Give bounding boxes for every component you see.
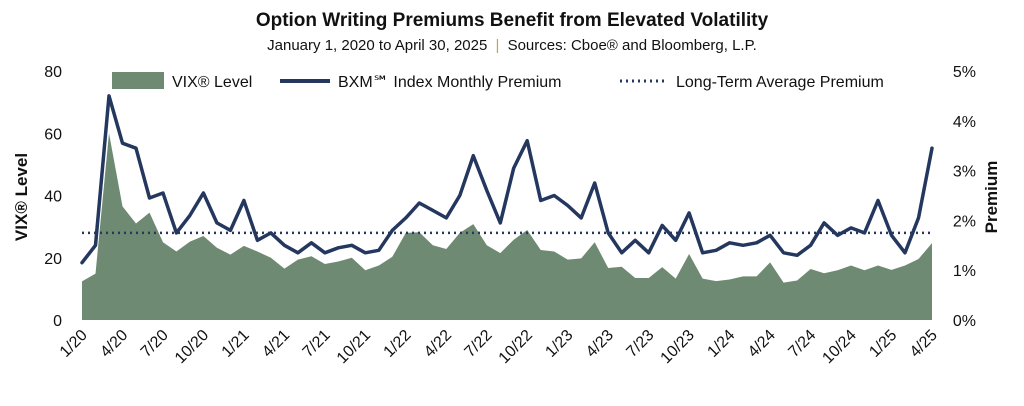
x-tick-label: 7/21	[300, 327, 334, 361]
x-tick-label: 4/23	[583, 327, 617, 361]
chart-title: Option Writing Premiums Benefit from Ele…	[256, 10, 769, 31]
left-tick-label: 60	[44, 126, 62, 143]
left-tick-label: 40	[44, 189, 62, 206]
right-tick-label: 0%	[953, 313, 976, 330]
x-axis-ticks: 1/20 4/20 7/20 10/20 1/21 4/21 7/21 10/21 1/22 4/…	[57, 327, 941, 367]
x-tick-label: 10/21	[334, 327, 374, 367]
x-tick-label: 1/25	[866, 327, 900, 361]
x-tick-label: 4/24	[745, 327, 779, 361]
bxm-premium-line	[80, 94, 934, 265]
left-axis-title: VIX® Level	[12, 153, 31, 241]
right-axis-ticks: 0% 1% 2% 3% 4% 5%	[953, 64, 976, 330]
right-tick-label: 5%	[953, 64, 976, 81]
right-tick-label: 1%	[953, 263, 976, 280]
legend: VIX® Level BXM℠ Index Monthly Premium Lo…	[112, 72, 884, 91]
x-tick-label: 4/21	[259, 327, 293, 361]
legend-swatch-vix	[112, 72, 164, 89]
subtitle-period: January 1, 2020 to April 30, 2025	[267, 37, 487, 54]
x-tick-label: 10/20	[172, 327, 212, 367]
x-tick-label: 10/24	[819, 327, 859, 367]
x-tick-label: 1/21	[219, 327, 253, 361]
x-tick-label: 7/24	[785, 327, 819, 361]
x-tick-label: 10/23	[658, 327, 698, 367]
left-tick-label: 20	[44, 251, 62, 268]
left-axis-ticks: 0 20 40 60 80	[44, 64, 62, 330]
x-tick-label: 7/20	[138, 327, 172, 361]
x-tick-label: 7/22	[462, 327, 496, 361]
x-tick-label: 10/22	[496, 327, 536, 367]
x-tick-label: 7/23	[623, 327, 657, 361]
x-tick-label: 1/20	[57, 327, 91, 361]
vix-area	[82, 133, 932, 320]
x-tick-label: 4/22	[421, 327, 455, 361]
x-tick-label: 4/20	[97, 327, 131, 361]
plot-area	[80, 94, 934, 320]
legend-label-bxm: BXM℠ Index Monthly Premium	[338, 74, 562, 91]
subtitle-separator: |	[496, 37, 500, 54]
right-tick-label: 4%	[953, 114, 976, 131]
right-axis-title: Premium	[982, 161, 1001, 234]
x-tick-label: 1/22	[381, 327, 415, 361]
left-tick-label: 0	[53, 313, 62, 330]
x-tick-label: 1/23	[542, 327, 576, 361]
right-tick-label: 3%	[953, 164, 976, 181]
legend-label-average: Long-Term Average Premium	[676, 74, 884, 91]
x-tick-label: 4/25	[907, 327, 941, 361]
legend-label-vix: VIX® Level	[172, 74, 252, 91]
right-tick-label: 2%	[953, 213, 976, 230]
x-tick-label: 1/24	[704, 327, 738, 361]
chart-subtitle: January 1, 2020 to April 30, 2025 | Sour…	[267, 37, 757, 54]
subtitle-sources: Sources: Cboe® and Bloomberg, L.P.	[508, 37, 757, 54]
left-tick-label: 80	[44, 64, 62, 81]
